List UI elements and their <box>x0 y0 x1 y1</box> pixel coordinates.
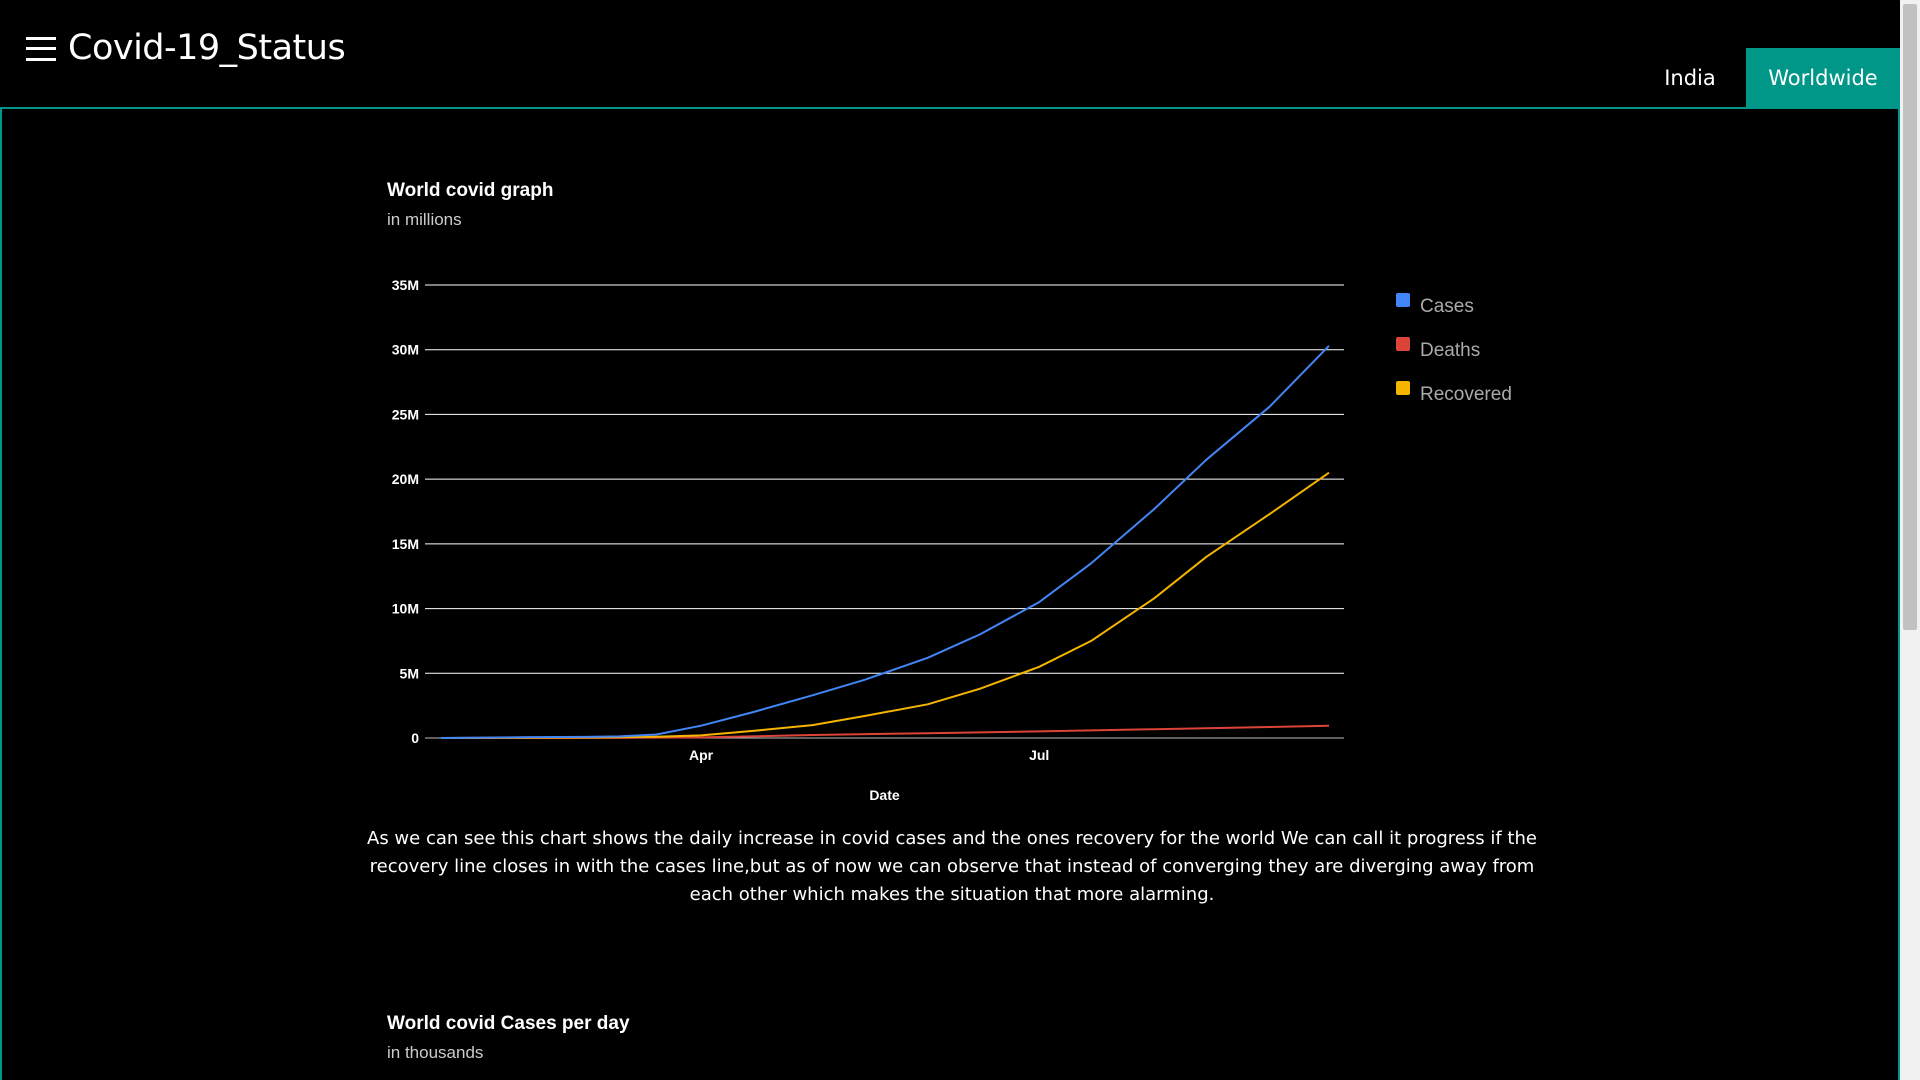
scrollbar-thumb[interactable] <box>1903 4 1917 630</box>
legend-swatch-recovered <box>1396 381 1410 395</box>
nav-tabs: India Worldwide <box>1634 48 1900 108</box>
y-tick-label: 0 <box>411 730 419 746</box>
y-tick-label: 35M <box>392 277 419 293</box>
legend-label-recovered: Recovered <box>1420 384 1512 405</box>
top-navbar: Covid-19_Status India Worldwide <box>0 0 1900 108</box>
x-axis-title: Date <box>869 787 900 803</box>
legend-label-cases: Cases <box>1420 296 1474 317</box>
y-tick-label: 20M <box>392 471 419 487</box>
chart-subtitle: in millions <box>387 210 462 229</box>
hamburger-menu-icon[interactable] <box>26 34 56 64</box>
chart-title: World covid graph <box>387 180 554 201</box>
x-axis-ticks: Apr Jul <box>689 747 1049 763</box>
series-line-cases <box>440 345 1330 739</box>
chart-description: As we can see this chart shows the daily… <box>367 828 1537 905</box>
legend-swatch-deaths <box>1396 337 1410 351</box>
chart2-title: World covid Cases per day <box>387 1013 630 1034</box>
legend-label-deaths: Deaths <box>1420 340 1480 361</box>
y-tick-label: 30M <box>392 342 419 358</box>
tab-worldwide[interactable]: Worldwide <box>1746 48 1900 108</box>
x-tick-label: Apr <box>689 747 714 763</box>
y-tick-label: 5M <box>400 665 419 681</box>
y-tick-label: 25M <box>392 406 419 422</box>
chart2-subtitle: in thousands <box>387 1043 484 1062</box>
chart-series <box>440 345 1330 739</box>
chart-legend: Cases Deaths Recovered <box>1396 293 1512 405</box>
series-line-recovered <box>440 471 1330 739</box>
y-axis-ticks: 0 5M 10M 15M 20M 25M 30M 35M <box>392 277 419 746</box>
world-covid-line-chart: 0 5M 10M 15M 20M 25M 30M 35M Apr Jul Cases Deaths… <box>392 277 1512 803</box>
x-tick-label: Jul <box>1029 747 1049 763</box>
y-tick-label: 15M <box>392 536 419 552</box>
legend-swatch-cases <box>1396 293 1410 307</box>
chart-gridlines <box>425 284 1344 739</box>
main-content: World covid graph in millions 0 5M 10M 15M 2… <box>0 107 1900 1080</box>
y-tick-label: 10M <box>392 601 419 617</box>
tab-india[interactable]: India <box>1664 66 1716 90</box>
brand-title[interactable]: Covid-19_Status <box>68 28 346 68</box>
